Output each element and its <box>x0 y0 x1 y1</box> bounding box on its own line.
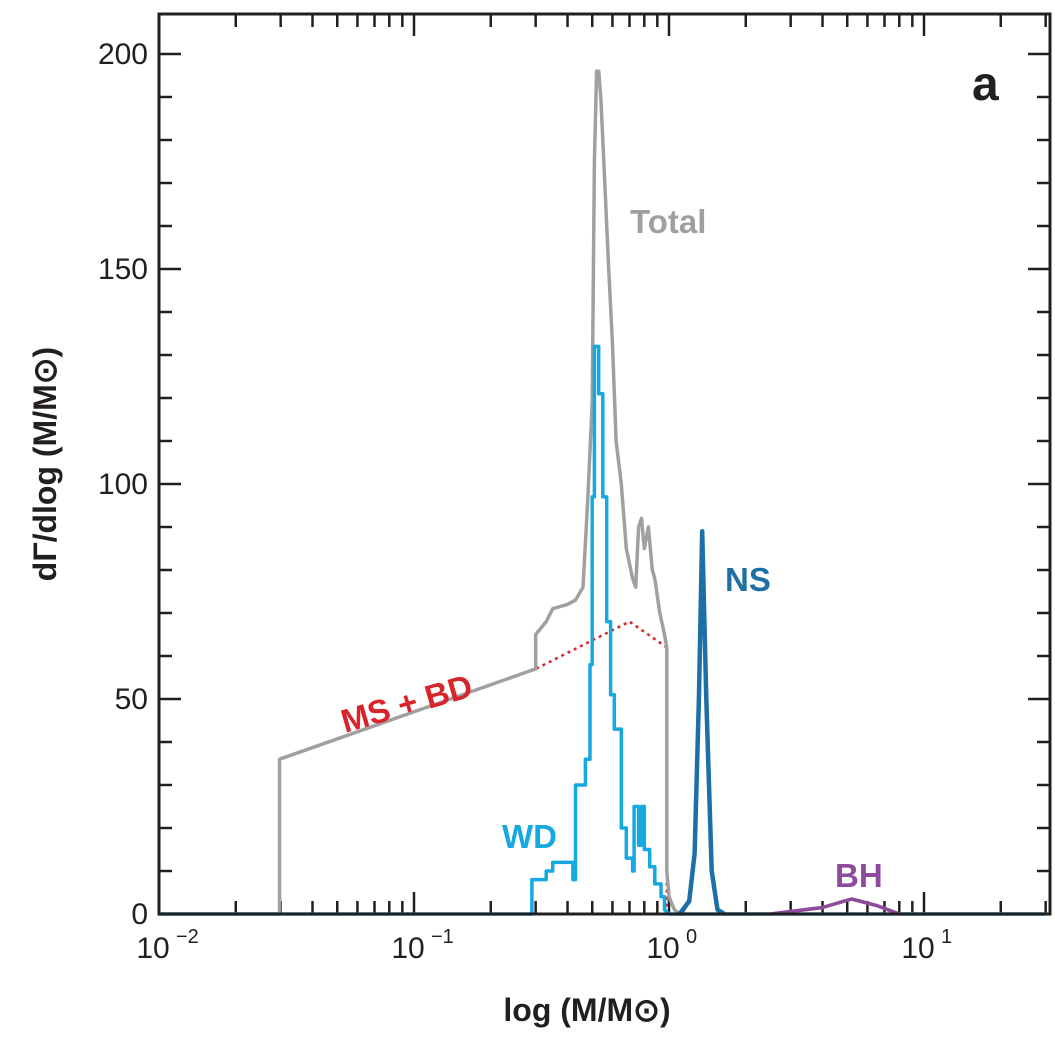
series-label-total: Total <box>630 203 706 240</box>
y-axis-title: dΓ/dlog (M/M⊙) <box>27 347 63 581</box>
x-tick-label-exponent: 0 <box>686 926 697 948</box>
y-tick-label: 0 <box>131 898 148 931</box>
x-tick-label-exponent: −2 <box>176 926 199 948</box>
x-tick-label: 10 <box>646 932 679 965</box>
y-tick-label: 100 <box>98 468 148 501</box>
x-tick-label: 10 <box>901 932 934 965</box>
series-line-ms-bd <box>278 620 669 914</box>
series-label-ms-bd: MS + BD <box>337 667 477 740</box>
series-label-wd: WD <box>502 818 557 855</box>
panel-label: a <box>972 58 999 111</box>
y-tick-label: 50 <box>115 683 148 716</box>
x-tick-label-exponent: −1 <box>431 926 454 948</box>
y-tick-label: 150 <box>98 253 148 286</box>
y-tick-label: 200 <box>98 38 148 71</box>
series-label-bh: BH <box>835 857 883 894</box>
series-label-ns: NS <box>725 561 771 598</box>
x-tick-label-exponent: 1 <box>941 926 952 948</box>
plot-frame <box>157 12 1052 916</box>
series-line-wd <box>159 344 1046 916</box>
series-layer <box>159 69 1046 916</box>
series-line-bh <box>770 897 900 916</box>
x-axis-title: log (M/M⊙) <box>503 992 670 1028</box>
x-tick-label: 10 <box>391 932 424 965</box>
series-line-ns <box>677 529 726 916</box>
x-tick-label: 10 <box>136 932 169 965</box>
